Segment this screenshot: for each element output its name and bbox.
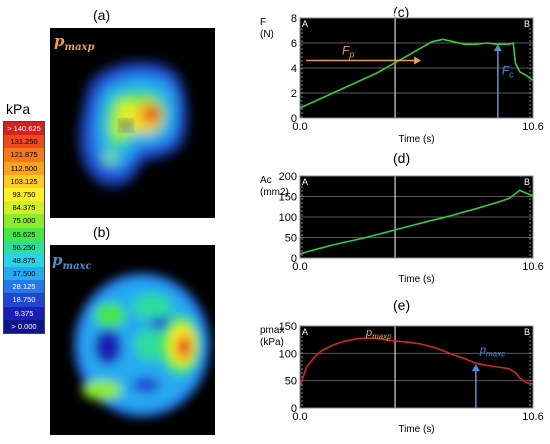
chart-c-ytick-1: 2 <box>291 88 297 100</box>
chart-c-ytick-4: 8 <box>291 13 297 25</box>
chart-c-cursor-a: A <box>302 19 308 29</box>
colorbar-tick-13: 18.750 <box>4 293 44 307</box>
pressure-map-b-image <box>74 273 210 417</box>
chart-c-ytick-2: 4 <box>291 63 297 75</box>
chart-e-ytick-2: 100 <box>279 348 297 360</box>
chart-e-xtick-1: 10.6 <box>522 411 543 423</box>
chart-d-xtick-0: 0.0 <box>292 261 307 273</box>
map-a-title: pmaxp <box>54 32 95 53</box>
colorbar-tick-2: 121.875 <box>4 148 44 162</box>
chart-c-fp-label: Fp <box>342 44 354 60</box>
chart-e-xlabel: Time (s) <box>398 424 434 435</box>
colorbar-tick-12: 28.125 <box>4 280 44 294</box>
colorbar-tick-4: 103.125 <box>4 174 44 188</box>
chart-c-xtick-1: 10.6 <box>522 121 543 133</box>
chart-c-fp-arrowhead <box>414 56 422 65</box>
chart-d-ytick-3: 150 <box>279 192 297 204</box>
pressure-map-a-image <box>80 62 187 186</box>
chart-c-xlabel: Time (s) <box>398 134 434 145</box>
colorbar-tick-10: 48.875 <box>4 253 44 268</box>
chart-e-ylabel-line2: (kPa) <box>260 337 284 348</box>
panel-label-c: (c) <box>393 4 410 20</box>
colorbar-tick-7: 75.000 <box>4 214 44 228</box>
chart-c-ylabel-line2: (N) <box>260 29 274 40</box>
colorbar-tick-6: 84.375 <box>4 201 44 215</box>
colorbar-tick-1: 131.250 <box>4 135 44 149</box>
chart-c-ytick-3: 6 <box>291 38 297 50</box>
chart-e-ytick-3: 150 <box>279 321 297 333</box>
colorbar-tick-0: > 140.625 <box>4 122 44 136</box>
map-b-title-main: p <box>52 251 63 269</box>
chart-d-ytick-4: 200 <box>279 171 297 183</box>
chart-e-pmaxc-arrowhead <box>471 364 480 372</box>
chart-e-pmaxp-label: pmaxp <box>365 327 392 341</box>
panel-label-e: (e) <box>393 297 411 313</box>
colorbar-tick-9: 56.250 <box>4 240 44 254</box>
chart-d-ytick-0: 0 <box>291 253 297 265</box>
chart-c-xtick-0: 0.0 <box>292 121 307 133</box>
chart-e: A B 0 50 100 150 0.0 10.6 Time (s) pmax(kPa) pmaxp… <box>260 321 544 435</box>
pressure-map-b: pmaxc <box>50 245 215 435</box>
chart-c-plot-border <box>299 17 534 119</box>
map-a-title-main: p <box>54 32 65 50</box>
colorbar-tick-8: 65.625 <box>4 227 44 241</box>
chart-e-pmaxc-label: pmaxc <box>479 344 505 358</box>
chart-e-ytick-0: 0 <box>291 403 297 415</box>
chart-e-cursor-b: B <box>524 327 530 337</box>
chart-d-ytick-2: 100 <box>279 212 297 224</box>
pressure-map-a: pmaxp <box>50 28 215 218</box>
chart-e-ytick-1: 50 <box>285 376 297 388</box>
panel-label-d: (d) <box>393 150 411 166</box>
chart-d-xtick-1: 10.6 <box>522 261 543 273</box>
colorbar-tick-11: 37.500 <box>4 267 44 281</box>
chart-d-ylabel-line2: (mm2) <box>260 187 289 198</box>
chart-d-cursor-a: A <box>302 177 308 187</box>
chart-d-series-line <box>299 189 534 255</box>
colorbar-tick-15: > 0.000 <box>4 319 44 333</box>
chart-d-plot-border <box>299 175 534 259</box>
chart-c: A B 0 2 4 6 8 0.0 10.6 Time (s) F(N) Fp Fc <box>260 13 544 145</box>
chart-d-ytick-1: 50 <box>285 233 297 245</box>
chart-d: A B 0 50 100 150 200 0.0 10.6 Time (s) Ac(mm2) <box>260 171 544 285</box>
chart-d-xlabel: Time (s) <box>398 274 434 285</box>
map-b-title: pmaxc <box>52 251 92 272</box>
map-a-title-sub: maxp <box>64 42 95 53</box>
colorbar-tick-5: 93.750 <box>4 187 44 202</box>
map-b-title-sub: maxc <box>62 261 92 272</box>
chart-c-series-line <box>299 38 534 109</box>
colorbar-unit: kPa <box>6 101 31 117</box>
chart-e-ylabel-line1: pmax <box>260 325 284 336</box>
panel-label-a: (a) <box>93 7 111 23</box>
chart-c-ytick-0: 0 <box>291 113 297 125</box>
chart-c-ylabel-line1: F <box>260 17 266 28</box>
chart-d-cursor-b: B <box>524 177 530 187</box>
colorbar: > 140.625 131.250 121.875 112.500 103.125 93.… <box>3 121 45 334</box>
chart-e-xtick-0: 0.0 <box>292 411 307 423</box>
panel-label-b: (b) <box>93 224 111 240</box>
chart-c-cursor-b: B <box>524 19 530 29</box>
colorbar-tick-14: 9.375 <box>4 306 44 320</box>
chart-e-series-line <box>299 337 534 387</box>
chart-e-plot-border <box>299 325 534 409</box>
chart-e-cursor-a: A <box>302 327 308 337</box>
chart-c-fc-arrowhead <box>493 44 502 51</box>
chart-c-fc-label: Fc <box>502 63 514 79</box>
chart-d-ylabel-line1: Ac <box>260 175 272 186</box>
colorbar-tick-3: 112.500 <box>4 161 44 175</box>
